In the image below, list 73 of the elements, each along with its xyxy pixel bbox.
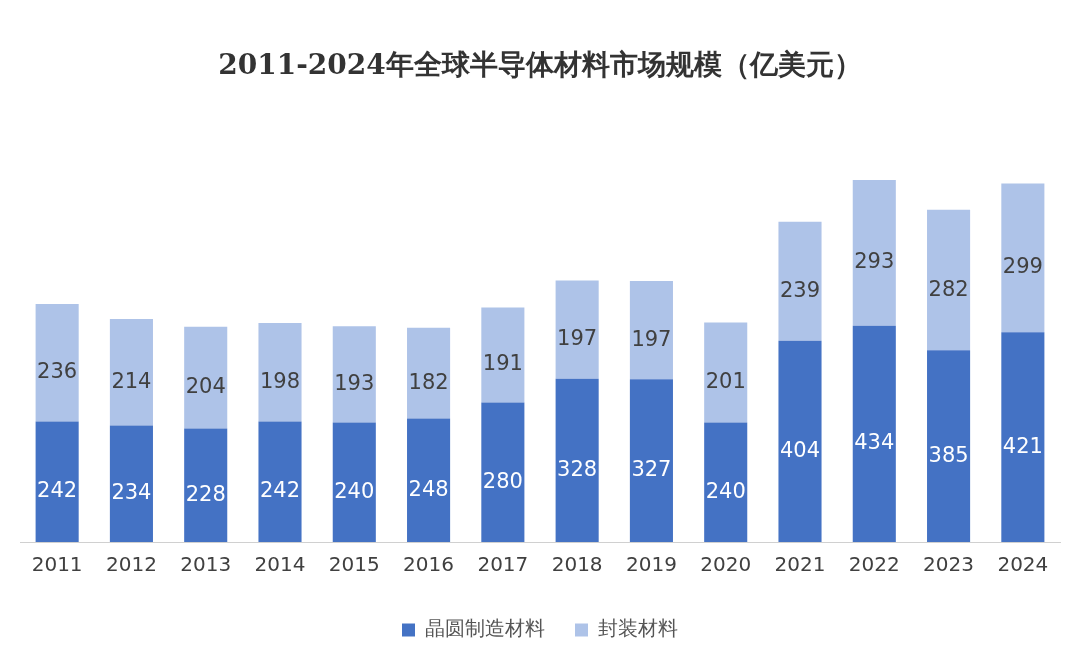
bar xyxy=(704,422,748,542)
x-tick-label: 2015 xyxy=(328,552,380,577)
data-label: 204 xyxy=(185,374,226,399)
data-label: 327 xyxy=(631,457,672,482)
bar xyxy=(629,281,673,380)
x-tick-label: 2020 xyxy=(700,552,752,577)
data-label: 242 xyxy=(37,478,78,503)
bar xyxy=(927,209,971,351)
bar xyxy=(332,326,376,423)
bar xyxy=(555,378,599,542)
bar xyxy=(778,221,822,341)
data-label: 404 xyxy=(779,437,821,462)
data-label: 248 xyxy=(408,476,449,501)
bar xyxy=(555,280,599,379)
data-label: 434 xyxy=(854,430,895,455)
legend-label: 封装材料 xyxy=(598,616,678,641)
data-label: 191 xyxy=(482,351,523,376)
data-label: 240 xyxy=(705,478,746,503)
data-label: 242 xyxy=(259,478,301,503)
data-label: 280 xyxy=(482,468,523,493)
data-label: 228 xyxy=(185,481,226,506)
x-tick-label: 2017 xyxy=(477,552,529,577)
data-label: 236 xyxy=(37,359,78,384)
x-tick-label: 2011 xyxy=(31,552,83,577)
data-label: 421 xyxy=(1002,433,1043,458)
bar xyxy=(629,379,673,542)
bar xyxy=(481,402,525,542)
x-tick-label: 2024 xyxy=(997,552,1049,577)
data-label: 385 xyxy=(928,442,969,467)
x-tick-label: 2021 xyxy=(774,552,826,577)
data-label: 193 xyxy=(334,370,375,395)
bar xyxy=(109,318,153,426)
bar xyxy=(332,422,376,542)
x-tick-label: 2018 xyxy=(551,552,603,577)
data-label: 198 xyxy=(259,368,301,393)
bar xyxy=(778,340,822,542)
x-tick-label: 2013 xyxy=(180,552,232,577)
data-label: 214 xyxy=(111,368,152,393)
bar xyxy=(35,303,79,422)
data-label: 239 xyxy=(779,277,821,302)
data-label: 197 xyxy=(557,326,598,351)
data-label: 299 xyxy=(1002,254,1043,279)
bar xyxy=(35,421,79,542)
x-tick-label: 2016 xyxy=(403,552,455,577)
x-tick-label: 2023 xyxy=(923,552,975,577)
data-label: 197 xyxy=(631,326,672,351)
bar xyxy=(184,428,228,542)
data-label: 240 xyxy=(334,478,375,503)
bar xyxy=(258,421,302,542)
bar xyxy=(852,179,896,326)
bar xyxy=(184,326,228,429)
chart-title: 2011-2024年全球半导体材料市场规模（亿美元） xyxy=(218,48,862,82)
x-tick-label: 2012 xyxy=(105,552,157,577)
legend-label: 晶圆制造材料 xyxy=(425,616,545,641)
bar xyxy=(407,327,451,419)
data-label: 293 xyxy=(854,249,895,274)
data-label: 201 xyxy=(705,368,746,393)
x-tick-label: 2014 xyxy=(254,552,306,577)
bar xyxy=(1001,332,1045,542)
bar xyxy=(704,322,748,423)
bar xyxy=(407,418,451,542)
data-label: 282 xyxy=(928,276,969,301)
bar xyxy=(927,350,971,542)
bar xyxy=(258,322,302,422)
bar xyxy=(1001,183,1045,333)
bar xyxy=(481,307,525,403)
data-label: 328 xyxy=(557,456,598,481)
data-label: 182 xyxy=(408,369,449,394)
bar xyxy=(852,325,896,542)
x-tick-label: 2022 xyxy=(848,552,900,577)
bar xyxy=(109,425,153,542)
x-tick-label: 2019 xyxy=(625,552,677,577)
data-label: 234 xyxy=(111,480,152,505)
